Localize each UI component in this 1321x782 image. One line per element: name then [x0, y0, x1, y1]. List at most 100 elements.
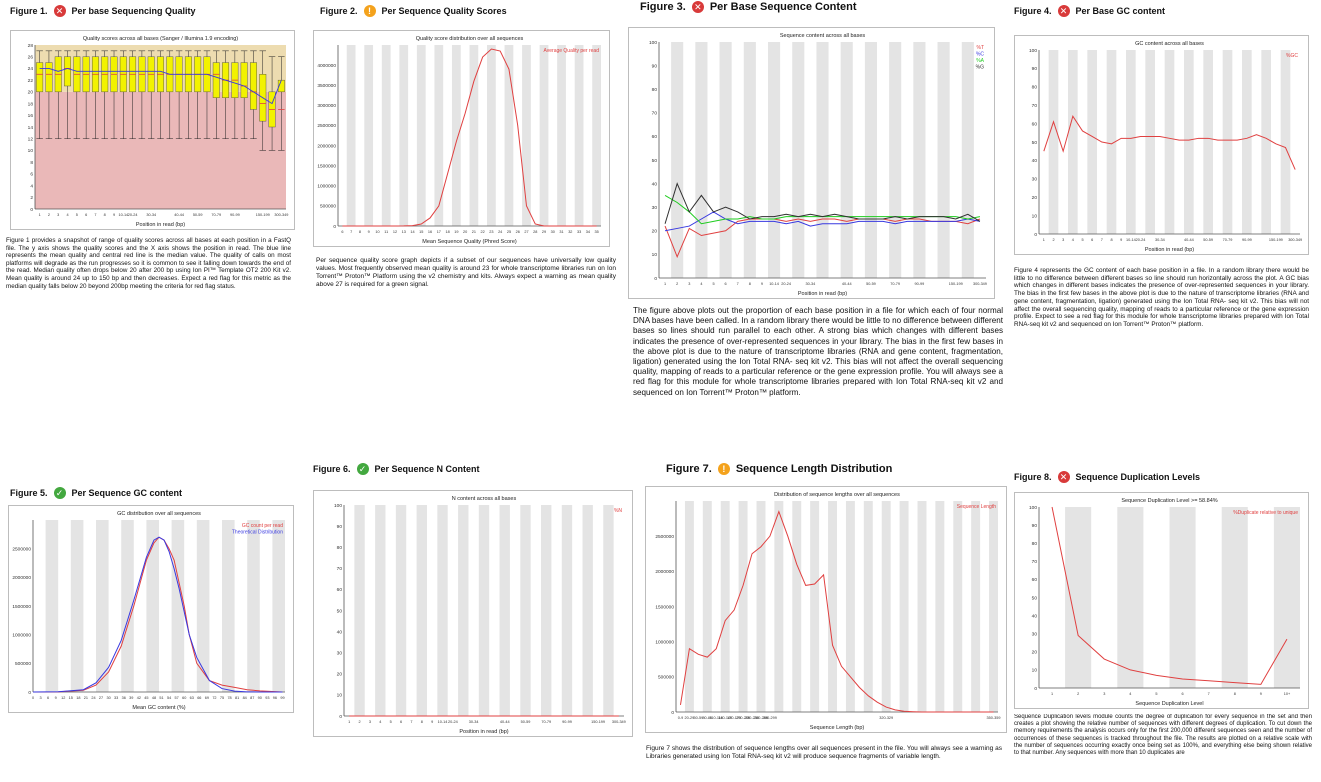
- stripe-band: [451, 45, 461, 226]
- box-iqr: [64, 56, 71, 87]
- figure-2-label: Figure 2.: [320, 6, 358, 16]
- x-tick-label: 7: [737, 282, 739, 286]
- x-tick-label: 24: [498, 230, 502, 234]
- x-tick-label: 4: [1072, 238, 1074, 242]
- stripe-band: [1242, 50, 1252, 234]
- x-tick-label: 7: [1101, 238, 1103, 242]
- x-tick-label: 300-349: [274, 213, 288, 217]
- figure-2-title: Per Sequence Quality Scores: [381, 6, 507, 16]
- stripe-band: [381, 45, 391, 226]
- stripe-band: [70, 520, 84, 692]
- x-tick-label: 300-349: [1288, 238, 1302, 242]
- stripe-band: [1184, 50, 1194, 234]
- x-tick-label: 90-99: [915, 282, 925, 286]
- x-tick-label: 8: [1110, 238, 1112, 242]
- y-tick-label: 20: [28, 90, 34, 96]
- x-axis-label: Position in read (bp): [1145, 247, 1194, 253]
- x-tick-label: 16: [428, 230, 432, 234]
- y-tick-label: 20: [1032, 195, 1038, 201]
- figure-5-title: Per Sequence GC content: [71, 488, 183, 498]
- y-tick-label: 500000: [15, 661, 31, 667]
- chart-svg: N content across all bases Position in re…: [334, 496, 626, 735]
- y-tick-label: 40: [1032, 158, 1038, 164]
- x-tick-label: 26: [516, 230, 520, 234]
- figure-2-header: Figure 2. ! Per Sequence Quality Scores: [320, 5, 507, 17]
- x-tick-label: 260-269: [754, 716, 768, 720]
- stripe-band: [557, 45, 566, 226]
- x-tick-label: 90-99: [1242, 238, 1252, 242]
- y-tick-label: 80: [1032, 541, 1038, 547]
- y-tick-label: 90: [1032, 523, 1038, 529]
- x-tick-label: 27: [524, 230, 528, 234]
- stripe-band: [810, 501, 820, 712]
- y-tick-label: 30: [1032, 177, 1038, 183]
- x-tick-label: 96: [273, 696, 277, 700]
- figure-7-header: Figure 7. ! Sequence Length Distribution: [666, 463, 892, 475]
- y-tick-label: 80: [652, 87, 658, 93]
- stripe-band: [487, 45, 496, 226]
- stripe-band: [1065, 507, 1092, 688]
- x-tick-label: 6: [400, 720, 402, 724]
- y-tick-label: 100: [1029, 505, 1037, 511]
- x-tick-label: 50-59: [866, 282, 876, 286]
- stripe-band: [756, 501, 766, 712]
- stripe-band: [1048, 50, 1059, 234]
- legend-entry: %T: [977, 45, 985, 51]
- x-tick-label: 45: [144, 696, 148, 700]
- stripe-band: [592, 45, 601, 226]
- stripe-band: [989, 501, 998, 712]
- chart-svg: Distribution of sequence lengths over al…: [655, 492, 1000, 731]
- y-tick-label: 40: [652, 181, 658, 187]
- stripe-band: [720, 501, 730, 712]
- x-tick-label: 80-89: [702, 716, 712, 720]
- x-tick-label: 2: [1077, 692, 1079, 696]
- stripe-band: [1221, 507, 1248, 688]
- x-tick-label: 10: [375, 230, 379, 234]
- x-tick-label: 5: [390, 720, 392, 724]
- figure-8-title: Sequence Duplication Levels: [1075, 472, 1201, 482]
- stripe-band: [1203, 50, 1213, 234]
- chart-svg: Quality scores across all bases (Sanger …: [28, 36, 289, 228]
- x-tick-label: 69: [205, 696, 209, 700]
- box-iqr: [277, 79, 285, 93]
- y-tick-label: 24: [28, 66, 34, 72]
- x-tick-label: 99: [280, 696, 284, 700]
- x-tick-label: 21: [84, 696, 88, 700]
- x-tick-label: 8: [1234, 692, 1236, 696]
- series-line: [664, 218, 981, 259]
- figure-1-label: Figure 1.: [10, 6, 48, 16]
- y-tick-label: 50: [1032, 140, 1038, 146]
- x-tick-label: 150-199: [256, 213, 270, 217]
- x-tick-label: 140-149: [718, 716, 732, 720]
- x-tick-label: 19: [454, 230, 458, 234]
- stripe-band: [146, 520, 159, 692]
- x-tick-label: 3: [57, 213, 59, 217]
- x-tick-label: 48: [152, 696, 156, 700]
- stripe-band: [96, 520, 109, 692]
- stripe-band: [375, 505, 386, 716]
- y-tick-label: 90: [1032, 66, 1038, 72]
- x-tick-label: 150-199: [1269, 238, 1283, 242]
- x-tick-label: 12: [393, 230, 397, 234]
- x-tick-label: 81: [235, 696, 239, 700]
- stripe-band: [695, 42, 708, 278]
- x-tick-label: 57: [175, 696, 179, 700]
- figure-1-description: Figure 1 provides a snapshot of range of…: [6, 237, 291, 290]
- stripe-band: [1126, 50, 1136, 234]
- x-tick-label: 30-34: [469, 720, 479, 724]
- x-tick-label: 20-24: [448, 720, 458, 724]
- series-line: [1043, 115, 1296, 170]
- stripe-band: [478, 505, 490, 716]
- x-tick-label: 15: [419, 230, 423, 234]
- x-tick-label: 7: [350, 230, 352, 234]
- y-tick-label: 0: [339, 714, 342, 720]
- x-tick-label: 30-34: [1155, 238, 1165, 242]
- series-line: [32, 536, 283, 693]
- x-tick-label: 300-349: [612, 720, 626, 724]
- x-tick-label: 20: [463, 230, 467, 234]
- legend-entry: %C: [976, 52, 984, 58]
- x-tick-label: 63: [190, 696, 194, 700]
- figure-4-description: Figure 4 represents the GC content of ea…: [1014, 267, 1309, 328]
- figure-3-title: Per Base Sequence Content: [709, 1, 857, 13]
- x-tick-label: 75: [220, 696, 224, 700]
